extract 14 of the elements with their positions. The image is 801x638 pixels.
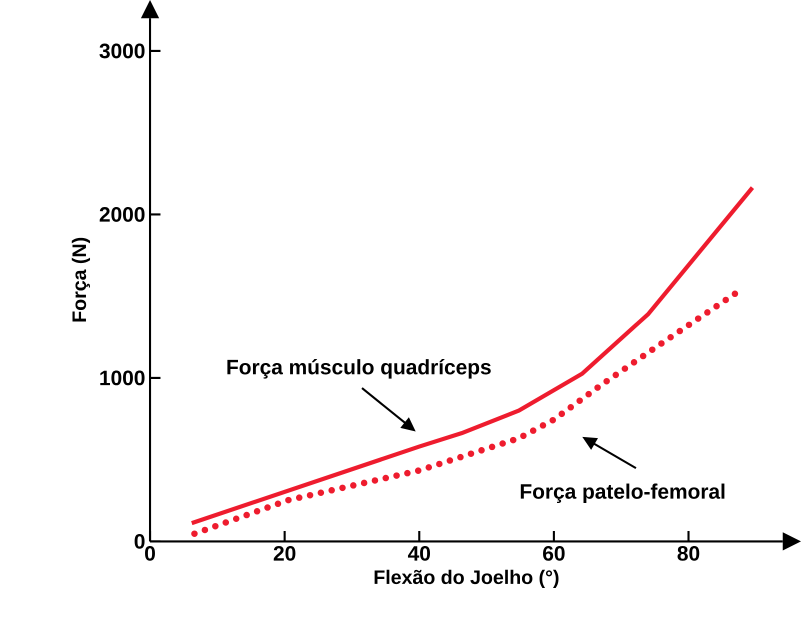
annotation: Força músculo quadríceps: [227, 358, 491, 379]
line-series: [190, 186, 755, 526]
x-tick-label: 40: [408, 546, 430, 561]
x-tick-label: 20: [274, 546, 296, 561]
y-tick-label: 3000: [99, 44, 145, 58]
y-tick-label: 1000: [100, 370, 145, 386]
x-tick-label: 60: [543, 546, 565, 561]
x-axis-title: Flexão do Joelho (°): [374, 570, 558, 588]
y-tick-label: 2000: [100, 207, 145, 222]
annotation: Força patelo-femoral: [520, 484, 724, 504]
x-tick-label: 80: [678, 546, 700, 561]
x-tick-label: 0: [145, 546, 155, 561]
y-axis-title: Força (N): [72, 238, 90, 322]
y-tick-label: 0: [134, 534, 145, 549]
